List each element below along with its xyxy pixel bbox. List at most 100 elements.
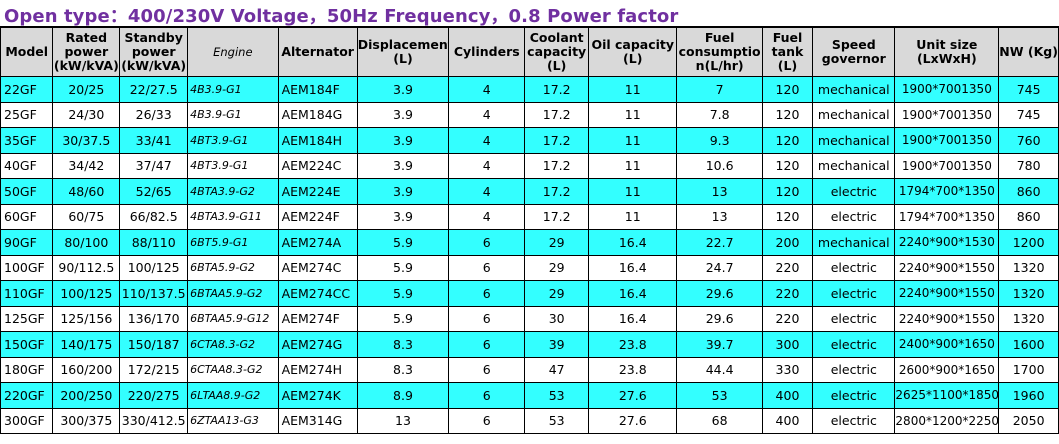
table-row: 25GF 24/30 26/33 4B3.9-G1 AEM184G 3.9 4 17.2 11 7… bbox=[0, 101, 1059, 128]
cell-oil-capacity: 11 bbox=[588, 76, 678, 103]
cell-speed-governor: electric bbox=[812, 280, 896, 307]
cell-displacement: 5.9 bbox=[356, 254, 450, 281]
cell-model: 25GF bbox=[0, 101, 54, 128]
cell-fuel-tank: 220 bbox=[761, 280, 814, 307]
cell-rated-power: 80/100 bbox=[52, 229, 121, 256]
cell-coolant-capacity: 39 bbox=[524, 331, 590, 358]
cell-standby-power: 100/125 bbox=[119, 254, 189, 281]
cell-fuel-tank: 120 bbox=[761, 203, 814, 230]
cell-fuel-tank: 120 bbox=[761, 178, 814, 205]
cell-model: 220GF bbox=[0, 382, 54, 409]
cell-oil-capacity: 11 bbox=[588, 178, 678, 205]
header-coolant-capacity: Coolant capacity (L) bbox=[524, 27, 590, 77]
cell-rated-power: 160/200 bbox=[52, 356, 121, 383]
header-oil-capacity: Oil capacity (L) bbox=[588, 27, 678, 77]
cell-displacement: 3.9 bbox=[356, 127, 450, 154]
cell-engine: 4BT3.9-G1 bbox=[187, 127, 279, 154]
cell-fuel-consumption: 7.8 bbox=[676, 101, 763, 128]
cell-rated-power: 125/156 bbox=[52, 305, 121, 332]
cell-coolant-capacity: 17.2 bbox=[524, 127, 590, 154]
cell-oil-capacity: 23.8 bbox=[588, 331, 678, 358]
cell-rated-power: 48/60 bbox=[52, 178, 121, 205]
cell-standby-power: 220/275 bbox=[119, 382, 189, 409]
cell-alternator: AEM184F bbox=[277, 76, 358, 103]
cell-coolant-capacity: 17.2 bbox=[524, 203, 590, 230]
cell-nw: 1700 bbox=[998, 356, 1059, 383]
table-row: 60GF 60/75 66/82.5 4BTA3.9-G11 AEM224F 3.9 4 17… bbox=[0, 203, 1059, 230]
table-row: 180GF 160/200 172/215 6CTAA8.3-G2 AEM274H 8.3… bbox=[0, 356, 1059, 383]
cell-engine: 6LTAA8.9-G2 bbox=[187, 382, 279, 409]
cell-speed-governor: mechanical bbox=[812, 127, 896, 154]
cell-fuel-tank: 400 bbox=[761, 407, 814, 434]
cell-alternator: AEM184G bbox=[277, 101, 358, 128]
cell-engine: 4B3.9-G1 bbox=[187, 101, 279, 128]
cell-speed-governor: electric bbox=[812, 305, 896, 332]
header-unit-size: Unit size (LxWxH) bbox=[894, 27, 1000, 77]
cell-displacement: 3.9 bbox=[356, 178, 450, 205]
cell-rated-power: 140/175 bbox=[52, 331, 121, 358]
cell-model: 300GF bbox=[0, 407, 54, 434]
cell-cylinders: 6 bbox=[448, 280, 526, 307]
cell-speed-governor: electric bbox=[812, 254, 896, 281]
cell-rated-power: 100/125 bbox=[52, 280, 121, 307]
cell-fuel-tank: 330 bbox=[761, 356, 814, 383]
cell-speed-governor: mechanical bbox=[812, 229, 896, 256]
cell-fuel-consumption: 22.7 bbox=[676, 229, 763, 256]
cell-standby-power: 88/110 bbox=[119, 229, 189, 256]
cell-oil-capacity: 16.4 bbox=[588, 280, 678, 307]
header-fuel-consumption: Fuel consumptio n(L/hr) bbox=[676, 27, 763, 77]
cell-fuel-consumption: 29.6 bbox=[676, 305, 763, 332]
cell-model: 100GF bbox=[0, 254, 54, 281]
cell-coolant-capacity: 29 bbox=[524, 280, 590, 307]
cell-alternator: AEM224C bbox=[277, 152, 358, 179]
cell-fuel-consumption: 9.3 bbox=[676, 127, 763, 154]
cell-coolant-capacity: 17.2 bbox=[524, 178, 590, 205]
cell-unit-size: 2240*900*1550 bbox=[894, 254, 1000, 281]
cell-nw: 1200 bbox=[998, 229, 1059, 256]
header-displacement: Displacement (L) bbox=[356, 27, 450, 77]
cell-coolant-capacity: 47 bbox=[524, 356, 590, 383]
cell-displacement: 8.3 bbox=[356, 356, 450, 383]
cell-displacement: 3.9 bbox=[356, 152, 450, 179]
cell-cylinders: 4 bbox=[448, 178, 526, 205]
header-rated-power: Rated power (kW/kVA) bbox=[52, 27, 121, 77]
header-fuel-tank: Fuel tank (L) bbox=[761, 27, 814, 77]
table-title: Open type：400/230V Voltage，50Hz Frequenc… bbox=[4, 6, 679, 27]
table-row: 22GF 20/25 22/27.5 4B3.9-G1 AEM184F 3.9 4 17.2 1… bbox=[0, 76, 1059, 103]
cell-displacement: 3.9 bbox=[356, 203, 450, 230]
cell-standby-power: 52/65 bbox=[119, 178, 189, 205]
cell-displacement: 5.9 bbox=[356, 280, 450, 307]
cell-model: 50GF bbox=[0, 178, 54, 205]
cell-cylinders: 6 bbox=[448, 407, 526, 434]
table-row: 125GF 125/156 136/170 6BTAA5.9-G12 AEM274F 5.… bbox=[0, 305, 1059, 332]
cell-oil-capacity: 11 bbox=[588, 203, 678, 230]
cell-alternator: AEM224E bbox=[277, 178, 358, 205]
table-row: 300GF 300/375 330/412.5 6ZTAA13-G3 AEM314G 13… bbox=[0, 407, 1059, 434]
cell-model: 150GF bbox=[0, 331, 54, 358]
cell-unit-size: 1900*7001350 bbox=[894, 101, 1000, 128]
cell-oil-capacity: 16.4 bbox=[588, 305, 678, 332]
cell-unit-size: 1900*7001350 bbox=[894, 76, 1000, 103]
cell-unit-size: 2240*900*1550 bbox=[894, 305, 1000, 332]
cell-model: 90GF bbox=[0, 229, 54, 256]
cell-cylinders: 4 bbox=[448, 152, 526, 179]
cell-rated-power: 30/37.5 bbox=[52, 127, 121, 154]
cell-fuel-tank: 220 bbox=[761, 305, 814, 332]
cell-engine: 6CTAA8.3-G2 bbox=[187, 356, 279, 383]
table-row: 150GF 140/175 150/187 6CTA8.3-G2 AEM274G 8.3 6… bbox=[0, 331, 1059, 358]
cell-engine: 6BTAA5.9-G2 bbox=[187, 280, 279, 307]
cell-oil-capacity: 23.8 bbox=[588, 356, 678, 383]
cell-coolant-capacity: 53 bbox=[524, 407, 590, 434]
cell-standby-power: 66/82.5 bbox=[119, 203, 189, 230]
cell-cylinders: 6 bbox=[448, 229, 526, 256]
cell-alternator: AEM184H bbox=[277, 127, 358, 154]
cell-alternator: AEM274G bbox=[277, 331, 358, 358]
cell-model: 22GF bbox=[0, 76, 54, 103]
cell-rated-power: 300/375 bbox=[52, 407, 121, 434]
cell-speed-governor: mechanical bbox=[812, 101, 896, 128]
cell-fuel-consumption: 13 bbox=[676, 203, 763, 230]
cell-nw: 1320 bbox=[998, 254, 1059, 281]
cell-engine: 6BT5.9-G1 bbox=[187, 229, 279, 256]
cell-speed-governor: electric bbox=[812, 203, 896, 230]
cell-displacement: 3.9 bbox=[356, 101, 450, 128]
